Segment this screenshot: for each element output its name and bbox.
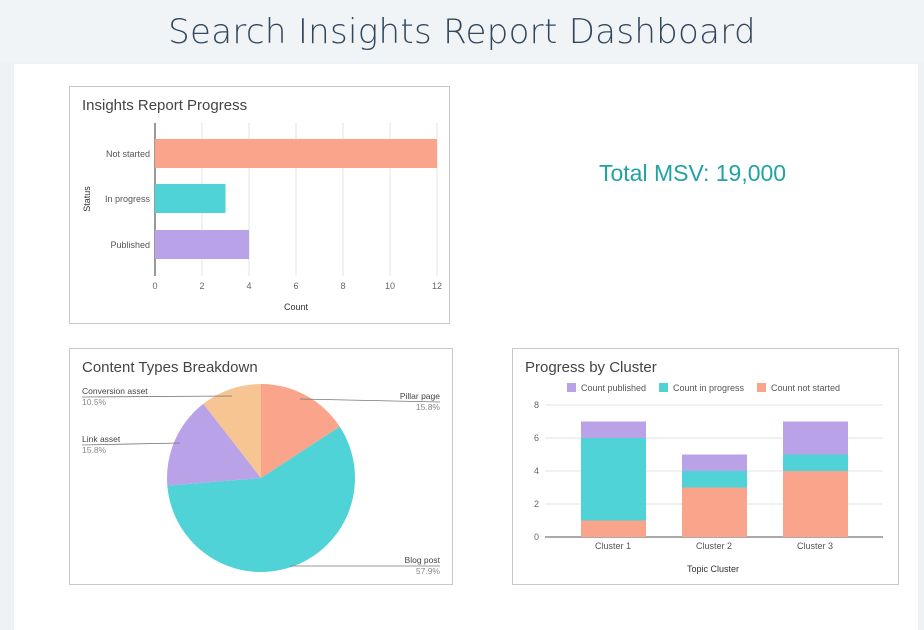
x-tick-label: 4 (246, 281, 251, 291)
x-axis-label: Count (284, 302, 309, 312)
y-tick-label: 6 (534, 433, 539, 443)
x-axis-label: Topic Cluster (687, 564, 739, 574)
y-axis-label: Status (82, 186, 92, 212)
bar-cluster-3-count-in-progress (783, 454, 848, 471)
x-tick-label: 12 (432, 281, 442, 291)
chart-title: Progress by Cluster (525, 359, 657, 376)
pie-slice-link-asset (167, 403, 261, 486)
x-tick-label: 8 (340, 281, 345, 291)
bar-cluster-1-count-not-started (581, 520, 646, 537)
y-tick-label: 0 (534, 532, 539, 542)
legend-swatch (757, 383, 766, 392)
content-types-card: Pillar page 15.8% Blog post 57.9% Link asset… (69, 348, 453, 585)
header-bar (0, 0, 924, 62)
y-tick-label: In progress (105, 194, 151, 204)
x-tick-label: Cluster 2 (696, 541, 732, 551)
y-tick-label: 8 (534, 400, 539, 410)
slice-label: Link asset (82, 434, 121, 444)
x-tick-label: 10 (385, 281, 395, 291)
slice-label: Pillar page (400, 391, 440, 401)
progress-by-cluster-card: 0 2 4 6 8 Cluster 1 Cluster 2 Cluster 3 Count pu… (512, 348, 899, 585)
bar-not-started (155, 139, 437, 168)
y-tick-label: 2 (534, 499, 539, 509)
leader-line (81, 442, 181, 446)
slice-percent: 57.9% (416, 566, 441, 576)
y-tick-label: 4 (534, 466, 539, 476)
x-tick-label: Cluster 1 (595, 541, 631, 551)
bar-cluster-2-count-in-progress (682, 471, 747, 488)
total-msv: Total MSV: 19,000 (599, 160, 787, 186)
slice-label: Conversion asset (82, 386, 148, 396)
bar-cluster-3-count-not-started (783, 471, 848, 537)
x-tick-label: Cluster 3 (797, 541, 833, 551)
x-tick-label: 6 (293, 281, 298, 291)
progress-by-cluster-chart: 0 2 4 6 8 Cluster 1 Cluster 2 Cluster 3 Count pu… (534, 383, 883, 574)
pie-slice-blog-post (167, 426, 355, 572)
slice-label: Blog post (405, 555, 441, 565)
slice-percent: 15.8% (416, 402, 441, 412)
chart-title: Content Types Breakdown (82, 359, 258, 376)
insights-progress-chart: 0 2 4 6 8 10 12 Not started In progress Published… (82, 123, 442, 312)
page-title: Search Insights Report Dashboard (168, 12, 756, 52)
insights-progress-card: 0 2 4 6 8 10 12 Not started In progress Published… (69, 86, 450, 324)
bar-cluster-3-count-published (783, 421, 848, 455)
bar-cluster-2-count-published (682, 454, 747, 471)
bar-cluster-1-count-published (581, 421, 646, 438)
legend-label: Count not started (771, 383, 840, 393)
leader-line (81, 395, 233, 398)
y-tick-label: Published (110, 240, 150, 250)
x-tick-label: 2 (199, 281, 204, 291)
bar-published (155, 230, 249, 259)
chart-title: Insights Report Progress (82, 97, 248, 114)
pie-slice-conversion-asset (203, 384, 261, 478)
bar-in-progress (155, 184, 226, 213)
pie-slice-pillar-page (261, 384, 340, 478)
bar-cluster-1-count-in-progress (581, 438, 646, 521)
legend-label: Count in progress (673, 383, 745, 393)
legend-swatch (567, 383, 576, 392)
x-tick-label: 0 (152, 281, 157, 291)
slice-percent: 10.5% (82, 397, 107, 407)
y-tick-label: Not started (106, 149, 150, 159)
slice-percent: 15.8% (82, 445, 107, 455)
legend-swatch (659, 383, 668, 392)
legend-label: Count published (581, 383, 646, 393)
leader-line (299, 398, 441, 403)
bar-cluster-2-count-not-started (682, 487, 747, 537)
